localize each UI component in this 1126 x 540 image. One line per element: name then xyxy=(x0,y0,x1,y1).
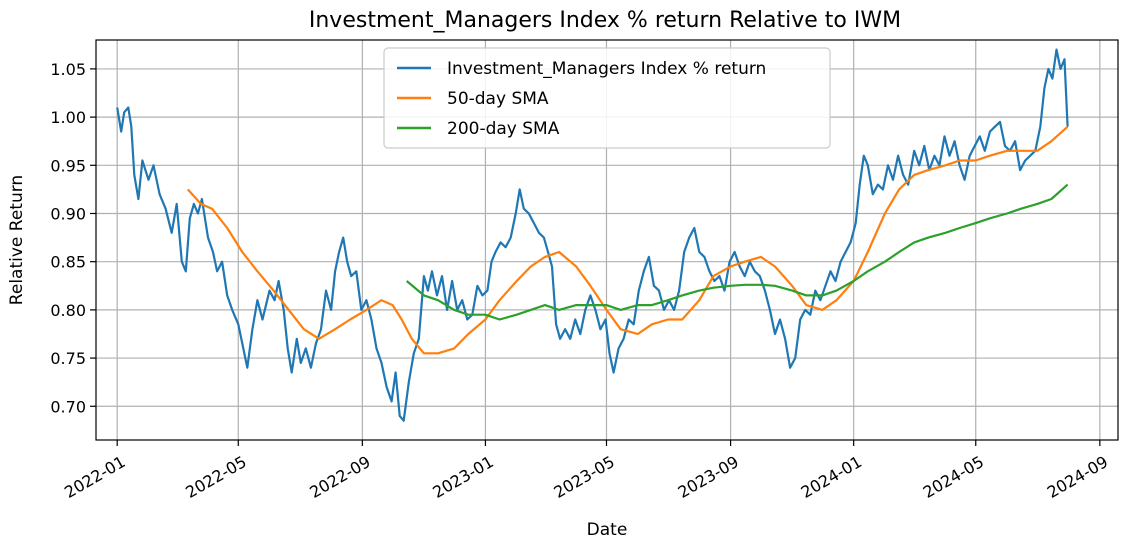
x-tick-label-7: 2024-05 xyxy=(920,452,987,502)
x-tick-label-5: 2023-09 xyxy=(675,452,742,502)
x-tick-label-2: 2022-09 xyxy=(306,452,373,502)
x-tick-label-1: 2022-05 xyxy=(182,452,249,502)
y-tick-label-6: 1.00 xyxy=(50,108,86,127)
y-tick-label-4: 0.90 xyxy=(50,204,86,223)
x-tick-label-6: 2024-01 xyxy=(798,452,865,502)
x-axis-label: Date xyxy=(587,520,628,540)
y-tick-label-5: 0.95 xyxy=(50,156,86,175)
x-axis: 2022-01 2022-05 2022-09 2023-01 2023-05 2023-… xyxy=(61,440,1111,502)
y-axis-label: Relative Return xyxy=(7,175,27,305)
series-line-1 xyxy=(186,125,1069,355)
legend-label-0: Investment_Managers Index % return xyxy=(447,59,766,79)
legend-box xyxy=(383,47,831,149)
series-line-2 xyxy=(405,183,1069,321)
y-tick-label-0: 0.70 xyxy=(50,397,86,416)
y-tick-label-2: 0.80 xyxy=(50,301,86,320)
x-tick-label-4: 2023-05 xyxy=(550,452,617,502)
x-tick-label-0: 2022-01 xyxy=(61,452,128,502)
series-layer xyxy=(116,48,1069,422)
legend-label-1: 50-day SMA xyxy=(447,89,549,109)
legend-label-2: 200-day SMA xyxy=(447,119,560,139)
y-tick-label-7: 1.05 xyxy=(50,60,86,79)
x-tick-label-3: 2023-01 xyxy=(429,452,496,502)
y-axis: 0.70 0.75 0.80 0.85 0.90 0.95 1.00 1.05 xyxy=(50,60,96,416)
legend: Investment_Managers Index % return 50-da… xyxy=(383,47,831,149)
x-tick-label-8: 2024-09 xyxy=(1044,452,1111,502)
y-tick-label-3: 0.85 xyxy=(50,253,86,272)
y-tick-label-1: 0.75 xyxy=(50,349,86,368)
chart-title: Investment_Managers Index % return Relat… xyxy=(309,8,901,33)
